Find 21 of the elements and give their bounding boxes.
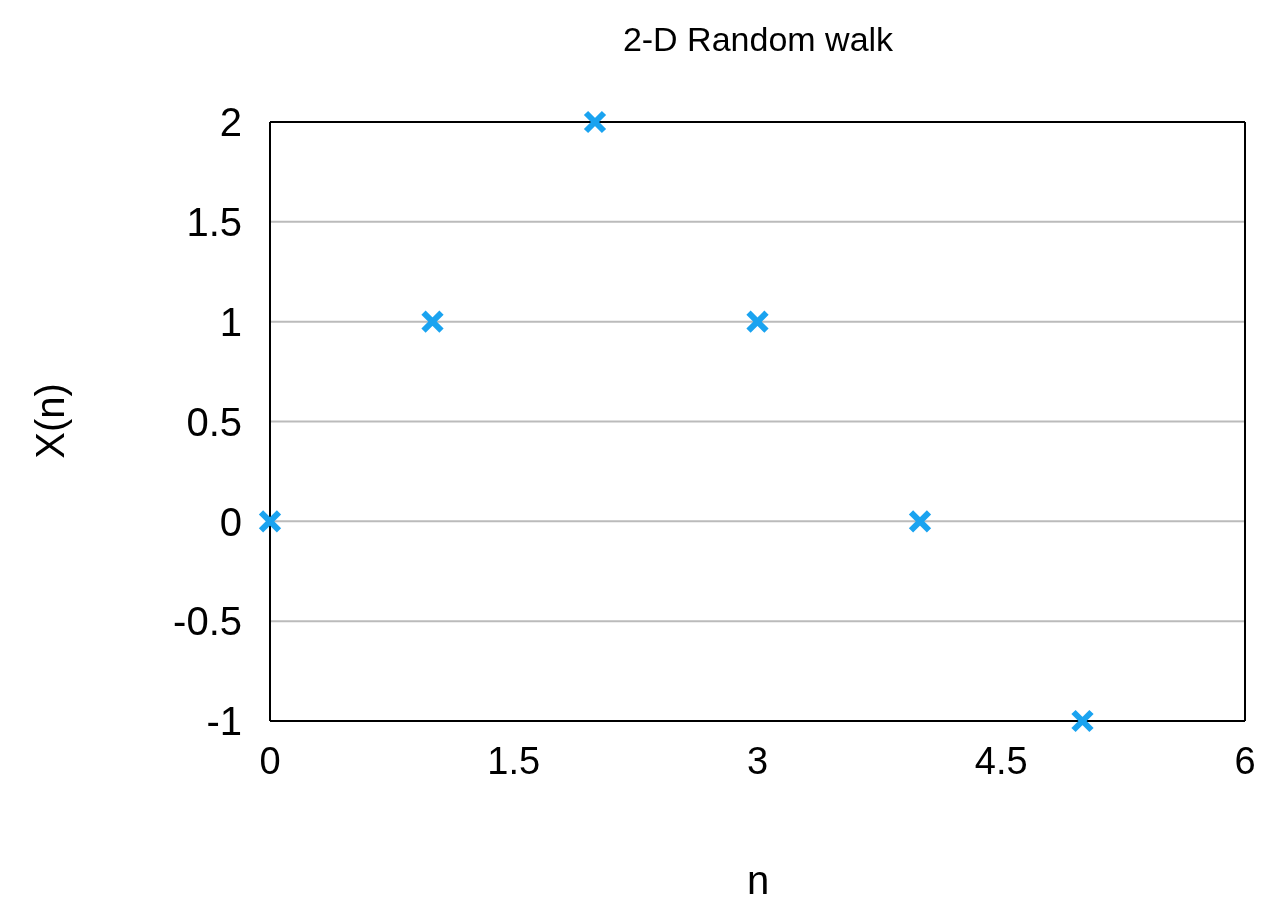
point bbox=[1070, 709, 1095, 733]
point bbox=[745, 309, 770, 334]
chart-title: 2-D Random walk bbox=[621, 20, 895, 59]
y-tick-label: -1 bbox=[206, 699, 242, 744]
point bbox=[258, 509, 282, 534]
x-tick-label: 4.5 bbox=[974, 739, 1028, 782]
y-tick-label: 1.5 bbox=[186, 200, 242, 245]
x-tick-label: 6 bbox=[1234, 739, 1256, 782]
y-axis-title: X(n) bbox=[27, 383, 73, 459]
y-tick-label: 0 bbox=[219, 499, 242, 544]
y-tick-label: 0.5 bbox=[186, 399, 242, 444]
x-tick-label: 1.5 bbox=[487, 739, 541, 782]
point bbox=[908, 509, 932, 534]
x-tick-label: 3 bbox=[746, 739, 769, 782]
y-tick-label: 1 bbox=[219, 299, 242, 344]
y-tick-label: -0.5 bbox=[173, 599, 242, 644]
point bbox=[420, 309, 445, 334]
y-tick-label: 2 bbox=[219, 100, 242, 145]
point bbox=[583, 110, 607, 134]
x-axis-title: n bbox=[745, 858, 771, 897]
x-tick-label: 0 bbox=[259, 739, 281, 782]
